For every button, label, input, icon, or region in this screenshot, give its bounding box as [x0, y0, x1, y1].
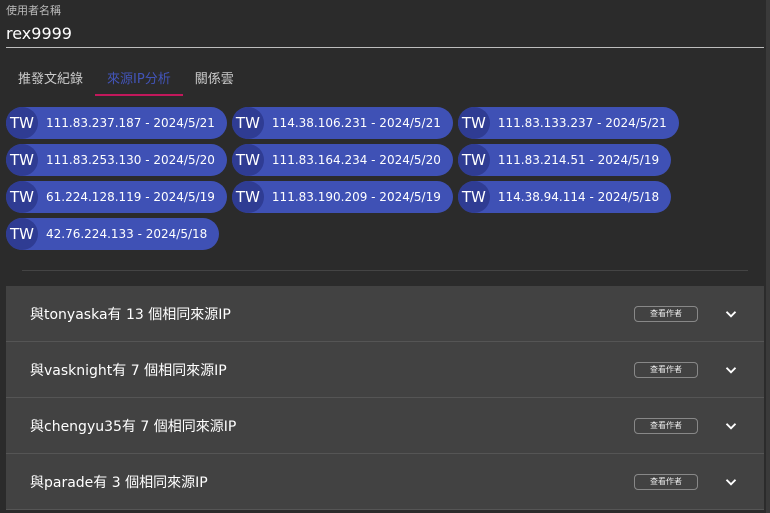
ip-chip-list: TW 111.83.237.187 - 2024/5/21 TW 114.38.106… — [6, 107, 686, 250]
country-avatar: TW — [457, 107, 490, 139]
ip-chip-text: 111.83.133.237 - 2024/5/21 — [497, 116, 667, 130]
panel-title: 與parade有 3 個相同來源IP — [30, 474, 208, 491]
tab-relation-cloud[interactable]: 關係雲 — [194, 71, 234, 87]
chevron-down-icon[interactable] — [722, 305, 740, 323]
username-label: 使用者名稱 — [6, 4, 61, 17]
ip-chip[interactable]: TW 42.76.224.133 - 2024/5/18 — [6, 218, 220, 250]
country-avatar: TW — [231, 181, 264, 213]
username-value[interactable]: rex9999 — [6, 24, 72, 43]
ip-chip[interactable]: TW 114.38.106.231 - 2024/5/21 — [231, 107, 453, 139]
ip-chip[interactable]: TW 111.83.164.234 - 2024/5/20 — [231, 144, 453, 176]
panel-title: 與tonyaska有 13 個相同來源IP — [30, 306, 231, 323]
country-avatar: TW — [457, 181, 490, 213]
ip-chip-text: 114.38.94.114 - 2024/5/18 — [497, 190, 660, 204]
country-avatar: TW — [6, 107, 38, 139]
shared-ip-panel[interactable]: 與parade有 3 個相同來源IP 查看作者 — [6, 454, 764, 510]
ip-chip-text: 42.76.224.133 - 2024/5/18 — [46, 227, 208, 241]
ip-chip[interactable]: TW 111.83.237.187 - 2024/5/21 — [6, 107, 227, 139]
shared-ip-panel[interactable]: 與chengyu35有 7 個相同來源IP 查看作者 — [6, 398, 764, 454]
panel-title: 與chengyu35有 7 個相同來源IP — [30, 418, 237, 435]
chevron-down-icon[interactable] — [722, 473, 740, 491]
view-author-button[interactable]: 查看作者 — [634, 305, 698, 322]
ip-chip-text: 111.83.237.187 - 2024/5/21 — [46, 116, 215, 130]
view-author-button[interactable]: 查看作者 — [634, 473, 698, 490]
country-avatar: TW — [6, 218, 38, 250]
country-avatar: TW — [231, 144, 264, 176]
ip-chip-text: 111.83.190.209 - 2024/5/19 — [271, 190, 441, 204]
ip-chip[interactable]: TW 111.83.253.130 - 2024/5/20 — [6, 144, 227, 176]
ip-chip[interactable]: TW 111.83.190.209 - 2024/5/19 — [231, 181, 453, 213]
ip-chip-text: 114.38.106.231 - 2024/5/21 — [271, 116, 441, 130]
ip-chip-text: 111.83.214.51 - 2024/5/19 — [497, 153, 660, 167]
tab-bar: 推發文紀錄 來源IP分析 關係雲 — [6, 58, 246, 96]
ip-chip[interactable]: TW 114.38.94.114 - 2024/5/18 — [457, 181, 672, 213]
ip-chip[interactable]: TW 111.83.214.51 - 2024/5/19 — [457, 144, 672, 176]
country-avatar: TW — [6, 181, 38, 213]
ip-chip[interactable]: TW 111.83.133.237 - 2024/5/21 — [457, 107, 679, 139]
scrollbar[interactable] — [766, 0, 770, 513]
ip-chip-text: 111.83.164.234 - 2024/5/20 — [271, 153, 441, 167]
ip-chip-text: 61.224.128.119 - 2024/5/19 — [46, 190, 215, 204]
country-avatar: TW — [6, 144, 38, 176]
country-avatar: TW — [457, 144, 490, 176]
shared-ip-panel[interactable]: 與vasknight有 7 個相同來源IP 查看作者 — [6, 342, 764, 398]
panel-title: 與vasknight有 7 個相同來源IP — [30, 362, 227, 379]
shared-ip-panels: 與tonyaska有 13 個相同來源IP 查看作者 與vasknight有 7 個… — [6, 286, 764, 510]
view-author-button[interactable]: 查看作者 — [634, 361, 698, 378]
chevron-down-icon[interactable] — [722, 417, 740, 435]
shared-ip-panel[interactable]: 與tonyaska有 13 個相同來源IP 查看作者 — [6, 286, 764, 342]
view-author-button[interactable]: 查看作者 — [634, 417, 698, 434]
divider — [22, 270, 748, 271]
chevron-down-icon[interactable] — [722, 361, 740, 379]
username-field[interactable]: 使用者名稱 rex9999 — [6, 2, 764, 48]
ip-chip[interactable]: TW 61.224.128.119 - 2024/5/19 — [6, 181, 227, 213]
tab-posts[interactable]: 推發文紀錄 — [18, 71, 84, 87]
country-avatar: TW — [231, 107, 264, 139]
ip-chip-text: 111.83.253.130 - 2024/5/20 — [46, 153, 215, 167]
tab-source-ip[interactable]: 來源IP分析 — [95, 58, 183, 96]
